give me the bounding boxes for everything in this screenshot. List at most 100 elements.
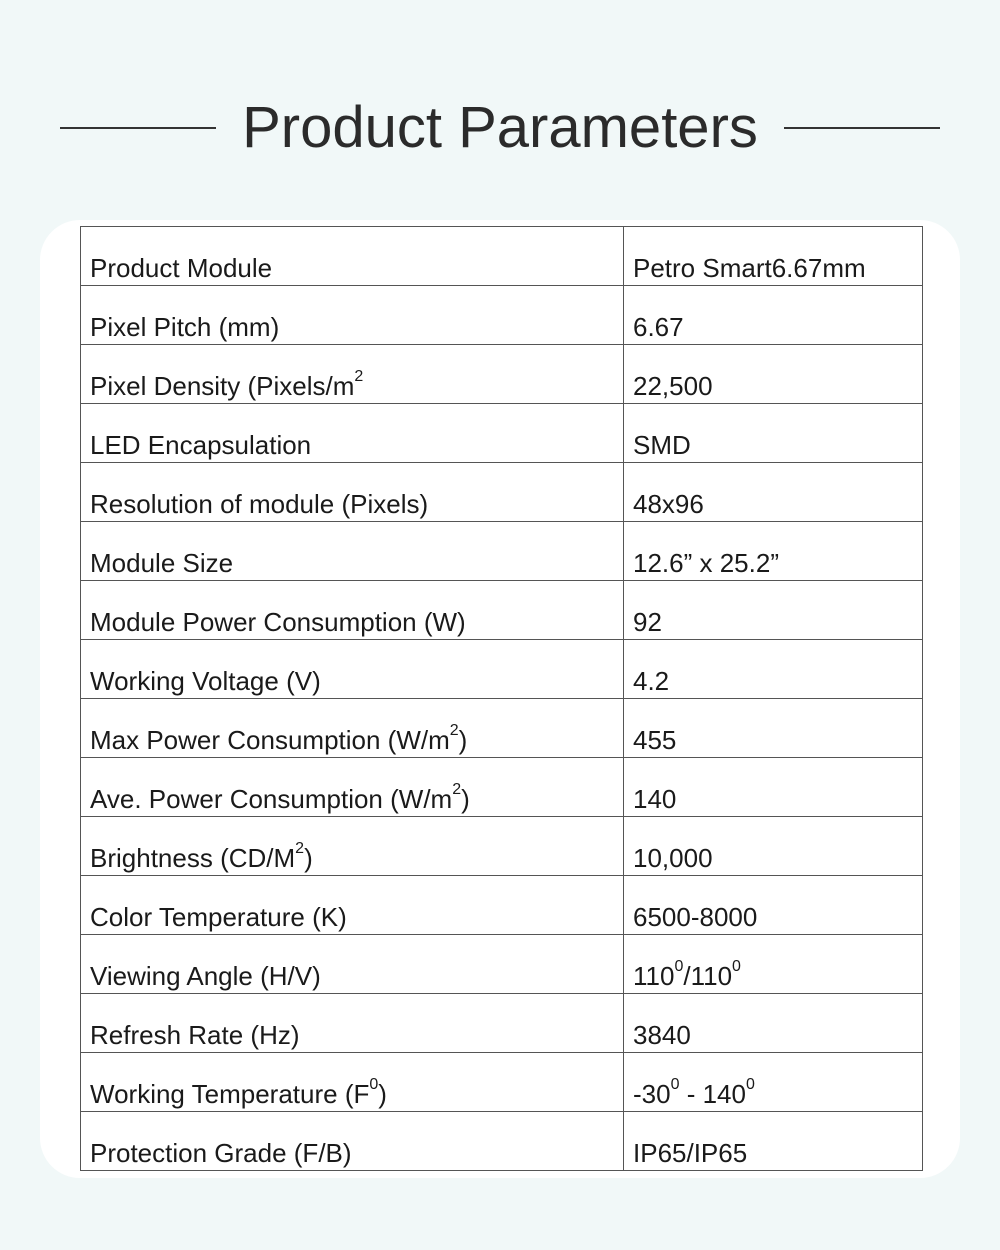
cell-text: Ave. Power Consumption (W/m [90, 784, 453, 814]
parameter-name: Max Power Consumption (W/m2) [80, 698, 624, 758]
superscript: 0 [745, 1076, 755, 1093]
table-row: Module Size 12.6” x 25.2” [80, 521, 923, 581]
cell-text: ) [461, 784, 470, 814]
cell-text: 12.6” x 25.2” [633, 548, 779, 578]
parameter-name: LED Encapsulation [80, 403, 624, 463]
cell-text: Pixel Pitch (mm) [90, 312, 280, 342]
parameter-name: Viewing Angle (H/V) [80, 934, 624, 994]
cell-text: 22,500 [633, 371, 713, 401]
parameter-value: 12.6” x 25.2” [623, 521, 923, 581]
table-row: Brightness (CD/M2) 10,000 [80, 816, 923, 876]
table-row: Ave. Power Consumption (W/m2) 140 [80, 757, 923, 817]
cell-text: 110 [633, 961, 675, 991]
cell-text: IP65/IP65 [633, 1138, 748, 1168]
cell-text: Working Temperature (F [90, 1079, 370, 1109]
cell-text: Refresh Rate (Hz) [90, 1020, 300, 1050]
cell-text: - 140 [679, 1079, 746, 1109]
parameter-value: -300 - 1400 [623, 1052, 923, 1112]
cell-text: Module Power Consumption (W) [90, 607, 466, 637]
superscript: 0 [369, 1076, 379, 1093]
cell-text: SMD [633, 430, 691, 460]
superscript: 0 [732, 958, 741, 975]
parameter-name: Ave. Power Consumption (W/m2) [80, 757, 624, 817]
parameter-name: Pixel Pitch (mm) [80, 285, 624, 345]
cell-text: Petro Smart6.67mm [633, 253, 866, 283]
parameter-name: Refresh Rate (Hz) [80, 993, 624, 1053]
parameter-name: Module Power Consumption (W) [80, 580, 624, 640]
cell-text: /110 [683, 961, 733, 991]
parameter-value: 6.67 [623, 285, 923, 345]
cell-text: Resolution of module (Pixels) [90, 489, 429, 519]
superscript: 2 [452, 781, 462, 798]
superscript: 2 [354, 368, 364, 385]
cell-text: Brightness (CD/M [90, 843, 296, 873]
parameter-name: Working Voltage (V) [80, 639, 624, 699]
cell-text: 6500-8000 [633, 902, 758, 932]
cell-text: 3840 [633, 1020, 691, 1050]
parameter-name: Protection Grade (F/B) [80, 1111, 624, 1171]
cell-text: Viewing Angle (H/V) [90, 961, 321, 991]
parameter-name: Working Temperature (F0) [80, 1052, 624, 1112]
superscript: 0 [670, 1076, 680, 1093]
table-row: Module Power Consumption (W) 92 [80, 580, 923, 640]
right-divider [784, 127, 940, 129]
superscript: 2 [295, 840, 305, 857]
parameter-value: SMD [623, 403, 923, 463]
cell-text: 48x96 [633, 489, 704, 519]
parameter-name: Module Size [80, 521, 624, 581]
page-title: Product Parameters [242, 95, 758, 160]
cell-text: ) [458, 725, 468, 755]
cell-text: 140 [633, 784, 677, 814]
table-row: Pixel Pitch (mm) 6.67 [80, 285, 923, 345]
cell-text: 92 [633, 607, 662, 637]
parameter-value: 3840 [623, 993, 923, 1053]
parameter-value: 48x96 [623, 462, 923, 522]
parameter-name: Color Temperature (K) [80, 875, 624, 935]
cell-text: 10,000 [633, 843, 713, 873]
cell-text: Module Size [90, 548, 234, 578]
parameter-value: 1100/1100 [623, 934, 923, 994]
cell-text: Max Power Consumption (W/m [90, 725, 450, 755]
cell-text: Working Voltage (V) [90, 666, 321, 696]
table-row: Viewing Angle (H/V) 1100/1100 [80, 934, 923, 994]
superscript: 2 [449, 722, 459, 739]
parameter-value: 455 [623, 698, 923, 758]
parameter-value: IP65/IP65 [623, 1111, 923, 1171]
parameter-value: 92 [623, 580, 923, 640]
cell-text: 6.67 [633, 312, 684, 342]
parameter-value: 6500-8000 [623, 875, 923, 935]
parameter-name: Product Module [80, 226, 624, 286]
table-row: LED Encapsulation SMD [80, 403, 923, 463]
cell-text: Pixel Density (Pixels/m [90, 371, 355, 401]
cell-text: Product Module [90, 253, 273, 283]
cell-text: -30 [633, 1079, 671, 1109]
parameter-value: 22,500 [623, 344, 923, 404]
cell-text: Color Temperature (K) [90, 902, 347, 932]
page-header: Product Parameters [0, 88, 1000, 168]
cell-text: Protection Grade (F/B) [90, 1138, 352, 1168]
table-row: Pixel Density (Pixels/m2 22,500 [80, 344, 923, 404]
parameters-table: Product Module Petro Smart6.67mm Pixel Pit… [80, 226, 923, 1171]
parameter-name: Resolution of module (Pixels) [80, 462, 624, 522]
table-row: Resolution of module (Pixels) 48x96 [80, 462, 923, 522]
table-row: Refresh Rate (Hz) 3840 [80, 993, 923, 1053]
table-row: Protection Grade (F/B) IP65/IP65 [80, 1111, 923, 1171]
parameter-value: Petro Smart6.67mm [623, 226, 923, 286]
parameter-value: 4.2 [623, 639, 923, 699]
superscript: 0 [674, 958, 684, 975]
table-row: Color Temperature (K) 6500-8000 [80, 875, 923, 935]
table-row: Working Voltage (V) 4.2 [80, 639, 923, 699]
table-row: Max Power Consumption (W/m2) 455 [80, 698, 923, 758]
table-row: Working Temperature (F0) -300 - 1400 [80, 1052, 923, 1112]
cell-text: 455 [633, 725, 677, 755]
cell-text: 4.2 [633, 666, 670, 696]
parameter-value: 140 [623, 757, 923, 817]
parameter-value: 10,000 [623, 816, 923, 876]
cell-text: ) [304, 843, 313, 873]
cell-text: LED Encapsulation [90, 430, 312, 460]
cell-text: ) [378, 1079, 387, 1109]
left-divider [60, 127, 216, 129]
parameter-name: Pixel Density (Pixels/m2 [80, 344, 624, 404]
parameter-name: Brightness (CD/M2) [80, 816, 624, 876]
table-row: Product Module Petro Smart6.67mm [80, 226, 923, 286]
